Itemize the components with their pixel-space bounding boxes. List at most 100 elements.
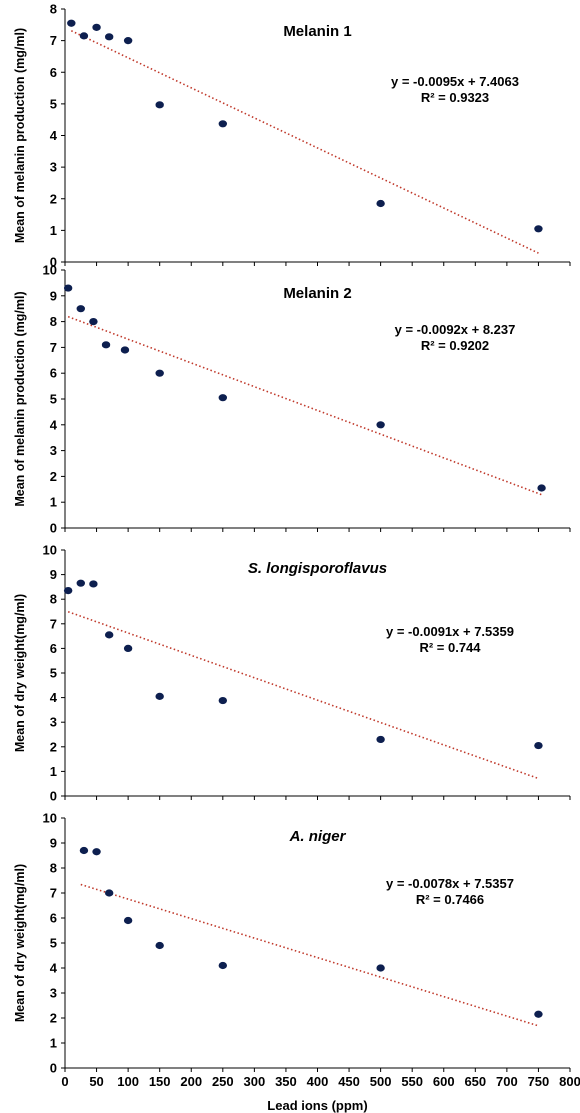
trend-equation: y = -0.0095x + 7.4063 bbox=[391, 74, 519, 89]
data-point bbox=[92, 23, 101, 31]
data-point bbox=[101, 341, 111, 349]
y-tick-label: 8 bbox=[50, 314, 57, 329]
y-tick-label: 2 bbox=[50, 1011, 57, 1026]
y-tick-label: 8 bbox=[50, 592, 57, 607]
data-point bbox=[123, 37, 133, 45]
y-tick-label: 3 bbox=[50, 986, 57, 1001]
x-tick-label: 400 bbox=[307, 1074, 329, 1089]
data-point bbox=[120, 346, 130, 354]
y-tick-label: 10 bbox=[43, 263, 57, 278]
trend-equation: y = -0.0092x + 8.237 bbox=[395, 322, 516, 337]
data-point bbox=[92, 848, 101, 856]
y-tick-label: 3 bbox=[50, 715, 57, 730]
y-tick-label: 4 bbox=[50, 961, 58, 976]
data-point bbox=[79, 846, 89, 855]
data-point bbox=[534, 1010, 543, 1018]
y-tick-label: 4 bbox=[50, 128, 58, 143]
r-squared: R² = 0.9202 bbox=[421, 338, 489, 353]
x-tick-label: 450 bbox=[338, 1074, 360, 1089]
panel-title: Melanin 1 bbox=[283, 23, 351, 40]
data-point bbox=[376, 735, 385, 744]
data-point bbox=[534, 225, 543, 233]
x-tick-label: 350 bbox=[275, 1074, 297, 1089]
y-tick-label: 7 bbox=[50, 886, 57, 901]
chart-panel-1: 0 1 2 3 4 5 6 7 8 Melanin 1 y = -0.0095x + 7.4063R… bbox=[13, 2, 571, 270]
data-point bbox=[218, 120, 228, 128]
y-tick-label: 7 bbox=[50, 33, 57, 48]
y-tick-label: 4 bbox=[50, 417, 58, 432]
data-point bbox=[376, 421, 385, 429]
data-point bbox=[63, 284, 73, 292]
chart-panel-2: 0 1 2 3 4 5 6 7 8 9 10 Melanin 2 y = -0.0092x + 8.23… bbox=[13, 263, 571, 536]
y-tick-label: 9 bbox=[50, 567, 57, 582]
data-point bbox=[76, 305, 85, 313]
y-tick-label: 5 bbox=[50, 666, 57, 681]
x-tick-label: 800 bbox=[559, 1074, 580, 1089]
y-tick-label: 2 bbox=[50, 469, 57, 484]
y-tick-label: 1 bbox=[50, 1036, 57, 1051]
y-tick-label: 0 bbox=[50, 521, 57, 536]
y-tick-label: 8 bbox=[50, 2, 57, 17]
trendline bbox=[67, 315, 542, 496]
data-point bbox=[63, 586, 73, 595]
x-tick-label: 750 bbox=[528, 1074, 550, 1089]
chart-panel-3: 0 1 2 3 4 5 6 7 8 9 10 S. longisporoflavus y = -0.00… bbox=[13, 543, 571, 804]
data-point bbox=[123, 916, 133, 925]
x-tick-label: 0 bbox=[61, 1074, 68, 1089]
x-tick-label: 250 bbox=[212, 1074, 234, 1089]
y-tick-label: 10 bbox=[43, 543, 57, 558]
y-tick-label: 1 bbox=[50, 495, 57, 510]
x-tick-label: 700 bbox=[496, 1074, 518, 1089]
y-tick-label: 5 bbox=[50, 392, 57, 407]
x-tick-label: 100 bbox=[117, 1074, 139, 1089]
x-tick-label: 500 bbox=[370, 1074, 392, 1089]
r-squared: R² = 0.7466 bbox=[416, 892, 484, 907]
r-squared: R² = 0.744 bbox=[419, 640, 481, 655]
y-tick-label: 6 bbox=[50, 641, 57, 656]
panel-title: S. longisporoflavus bbox=[248, 560, 387, 577]
data-point bbox=[534, 741, 543, 750]
trendline bbox=[67, 610, 539, 780]
data-point bbox=[79, 32, 89, 40]
trend-equation: y = -0.0091x + 7.5359 bbox=[386, 624, 514, 639]
y-tick-label: 2 bbox=[50, 739, 57, 754]
data-point bbox=[218, 961, 228, 970]
data-point bbox=[89, 580, 98, 588]
y-tick-label: 9 bbox=[50, 836, 57, 851]
data-point bbox=[123, 644, 133, 653]
r-squared: R² = 0.9323 bbox=[421, 90, 489, 105]
x-axis-label: Lead ions (ppm) bbox=[267, 1098, 367, 1113]
y-tick-label: 1 bbox=[50, 764, 57, 779]
y-tick-label: 0 bbox=[50, 789, 57, 804]
y-tick-label: 3 bbox=[50, 160, 57, 175]
y-axis-label: Mean of melanin production (mg/ml) bbox=[13, 291, 27, 506]
data-point bbox=[155, 941, 164, 950]
y-axis-label: Mean of melanin production (mg/ml) bbox=[13, 28, 27, 243]
x-tick-label: 550 bbox=[401, 1074, 423, 1089]
y-tick-label: 10 bbox=[43, 811, 57, 826]
trend-equation: y = -0.0078x + 7.5357 bbox=[386, 876, 514, 891]
y-tick-label: 7 bbox=[50, 616, 57, 631]
panel-title: A. niger bbox=[289, 828, 347, 845]
y-tick-label: 6 bbox=[50, 366, 57, 381]
y-tick-label: 0 bbox=[50, 255, 57, 270]
data-point bbox=[537, 484, 546, 492]
x-tick-label: 50 bbox=[89, 1074, 103, 1089]
y-tick-label: 1 bbox=[50, 223, 57, 238]
y-tick-label: 0 bbox=[50, 1061, 57, 1076]
data-point bbox=[89, 318, 98, 326]
data-point bbox=[155, 692, 164, 700]
x-tick-label: 300 bbox=[244, 1074, 266, 1089]
trendline bbox=[70, 30, 539, 254]
y-tick-label: 9 bbox=[50, 288, 57, 303]
y-axis-label: Mean of dry weight(mg/ml) bbox=[13, 864, 27, 1022]
data-point bbox=[155, 101, 164, 109]
data-point bbox=[67, 19, 76, 27]
data-point bbox=[104, 889, 114, 897]
x-tick-label: 600 bbox=[433, 1074, 455, 1089]
x-tick-label: 650 bbox=[464, 1074, 486, 1089]
data-point bbox=[104, 631, 114, 639]
y-tick-label: 5 bbox=[50, 936, 57, 951]
